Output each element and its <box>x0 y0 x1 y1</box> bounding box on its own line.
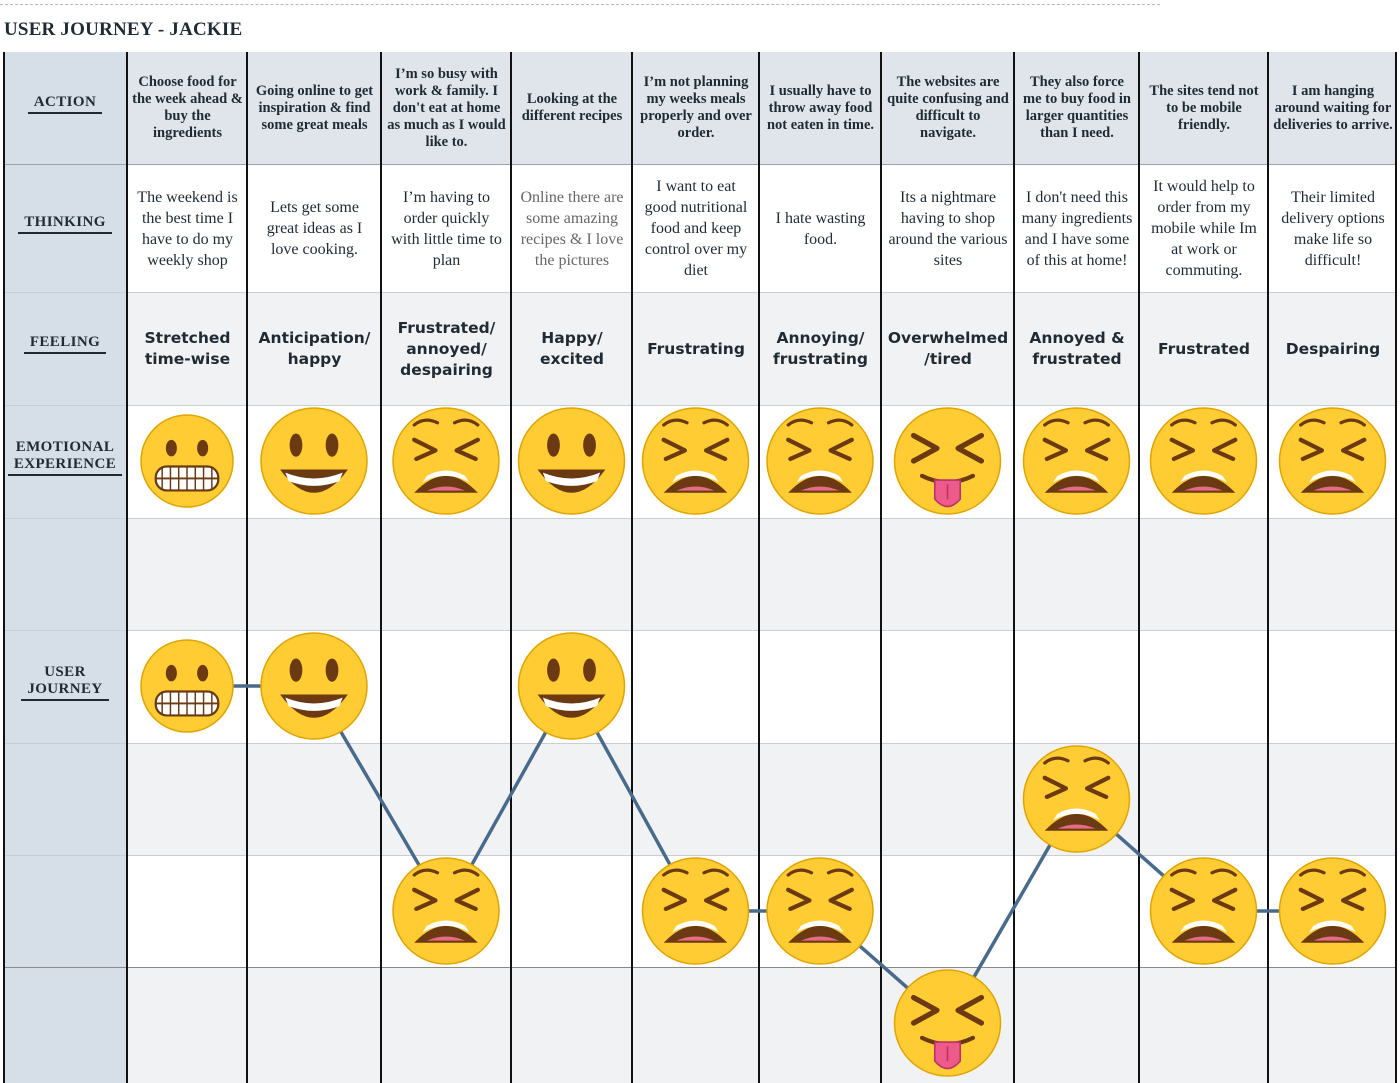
journey-line-layer <box>140 407 1387 1077</box>
weary-emoji-icon <box>641 407 750 515</box>
feeling-row-bg <box>127 292 1397 405</box>
journey-band-0 <box>127 518 1397 630</box>
row-divider <box>3 967 1397 968</box>
thinking-cell: Its a nightmare having to shop around th… <box>888 188 1008 269</box>
feeling-cell: Frustrating <box>647 339 745 358</box>
row-divider <box>3 855 1397 856</box>
weary-emoji-icon <box>1149 857 1258 965</box>
action-cell: Looking at the different recipes <box>521 91 623 124</box>
smile-emoji-icon <box>260 407 368 515</box>
action-cell: I usually have to throw away food not ea… <box>766 82 875 133</box>
column-divider <box>1138 52 1140 1083</box>
row-label-feeling: FEELING <box>3 334 127 354</box>
action-cell: Choose food for the week ahead & buy the… <box>132 74 243 141</box>
row-divider <box>3 292 1397 293</box>
column-divider <box>1395 52 1397 1083</box>
thinking-cell: It would help to order from my mobile wh… <box>1151 178 1257 279</box>
column-divider <box>3 52 5 1083</box>
tongue-emoji-icon <box>893 969 1002 1077</box>
row-label-emotional-experience: EMOTIONAL EXPERIENCE <box>3 439 127 476</box>
row-divider <box>3 743 1397 744</box>
column-divider <box>880 52 882 1083</box>
thinking-cell: I want to eat good nutritional food and … <box>644 178 748 279</box>
weary-emoji-icon <box>766 407 874 515</box>
weary-emoji-icon <box>1022 407 1131 515</box>
journey-map-grid: ACTION THINKING FEELING EMOTIONAL EXPERI… <box>3 52 1397 1083</box>
action-cell: I’m not planning my weeks meals properly… <box>640 74 752 141</box>
thinking-cell: Online there are some amazing recipes & … <box>520 188 624 269</box>
weary-emoji-icon <box>766 857 874 965</box>
action-cell: The sites tend not to be mobile friendly… <box>1149 82 1259 133</box>
smile-emoji-icon <box>517 632 626 740</box>
weary-emoji-icon <box>1022 745 1131 853</box>
action-cell: They also force me to buy food in larger… <box>1023 74 1131 141</box>
feeling-cell: Despairing <box>1285 339 1381 358</box>
thinking-cell: I hate wasting food. <box>775 209 866 248</box>
top-divider <box>0 4 1160 5</box>
column-divider <box>510 52 512 1083</box>
row-divider <box>3 405 1397 406</box>
feeling-cell: Annoying/ frustrating <box>772 329 868 368</box>
action-row-bg <box>127 52 1397 164</box>
column-divider <box>631 52 633 1083</box>
smile-emoji-icon <box>517 407 626 515</box>
thinking-cell: I don't need this many ingredients and I… <box>1021 188 1133 269</box>
weary-emoji-icon <box>641 857 750 965</box>
label-column <box>3 52 127 1083</box>
row-divider <box>3 630 1397 631</box>
column-divider <box>126 52 128 1083</box>
feeling-cell: Happy/ excited <box>539 329 605 368</box>
action-cell: Going online to get inspiration & find s… <box>255 82 374 133</box>
thinking-cell: Lets get some great ideas as I love cook… <box>266 199 363 258</box>
feeling-cell: Overwhelmed /tired <box>887 329 1009 368</box>
row-label-thinking: THINKING <box>3 214 127 234</box>
column-divider <box>246 52 248 1083</box>
journey-band-2 <box>127 743 1397 855</box>
column-divider <box>758 52 760 1083</box>
thinking-cell: I’m having to order quickly with little … <box>391 188 502 269</box>
column-divider <box>1013 52 1015 1083</box>
weary-emoji-icon <box>1278 407 1387 515</box>
journey-band-4 <box>127 967 1397 1083</box>
row-label-action: ACTION <box>3 94 127 114</box>
row-divider <box>3 164 1397 165</box>
action-cell: I am hanging around waiting for deliveri… <box>1273 82 1393 133</box>
grimace-emoji-icon <box>140 414 234 508</box>
journey-line <box>187 682 1333 1026</box>
weary-emoji-icon <box>1278 857 1387 965</box>
feeling-cell: Annoyed & frustrated <box>1029 329 1125 368</box>
page-title: USER JOURNEY - JACKIE <box>4 19 243 40</box>
smile-emoji-icon <box>260 632 368 740</box>
feeling-cell: Frustrated/ annoyed/ despairing <box>397 318 496 379</box>
weary-emoji-icon <box>392 407 500 515</box>
grimace-emoji-icon <box>140 639 234 733</box>
column-divider <box>380 52 382 1083</box>
row-label-user-journey: USER JOURNEY <box>3 664 127 701</box>
thinking-row-bg <box>127 164 1397 292</box>
weary-emoji-icon <box>1149 407 1258 515</box>
feeling-cell: Stretched time-wise <box>144 329 231 368</box>
row-divider <box>3 518 1397 519</box>
tongue-emoji-icon <box>893 407 1002 515</box>
thinking-cell: Their limited delivery options make life… <box>1281 188 1385 269</box>
action-cell: I’m so busy with work & family. I don't … <box>387 65 506 150</box>
weary-emoji-icon <box>392 857 500 965</box>
action-cell: The websites are quite confusing and dif… <box>887 74 1009 141</box>
feeling-cell: Frustrated <box>1157 339 1251 358</box>
column-divider <box>1267 52 1269 1083</box>
feeling-cell: Anticipation/ happy <box>258 329 371 368</box>
thinking-cell: The weekend is the best time I have to d… <box>137 188 238 269</box>
